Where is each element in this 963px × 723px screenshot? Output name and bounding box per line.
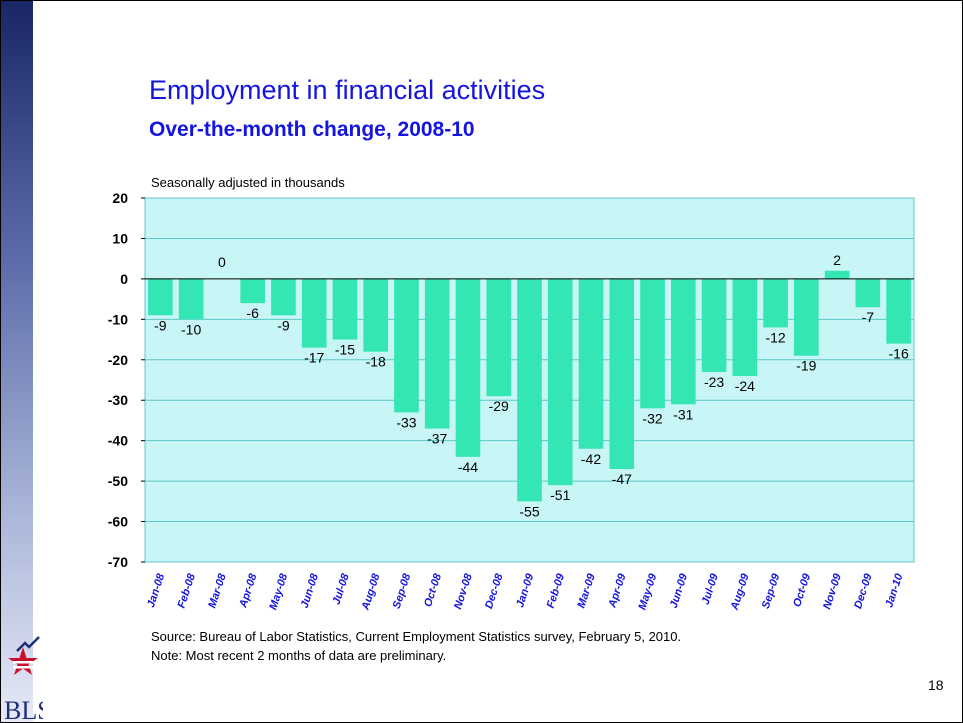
data-label: -51 xyxy=(550,487,570,503)
bar xyxy=(886,278,911,344)
data-label: -9 xyxy=(154,317,167,333)
bar xyxy=(363,278,389,352)
x-tick-label: May-09 xyxy=(636,571,659,611)
data-label: 0 xyxy=(218,254,226,270)
x-tick-label: Jun-09 xyxy=(668,571,691,609)
data-label: -16 xyxy=(889,346,909,362)
preliminary-note: Note: Most recent 2 months of data are p… xyxy=(151,648,447,663)
bar xyxy=(240,278,265,304)
data-label: -19 xyxy=(796,358,816,374)
x-tick-label: Jul-09 xyxy=(700,571,722,606)
data-label: -32 xyxy=(642,410,662,426)
y-tick-label: -30 xyxy=(108,392,128,408)
logo-text: BLS xyxy=(4,696,43,721)
data-label: -24 xyxy=(735,378,755,394)
logo-trend-line xyxy=(16,636,40,652)
slide-title: Employment in financial activities xyxy=(149,75,546,105)
y-tick-label: -70 xyxy=(108,554,128,570)
x-tick-label: Apr-09 xyxy=(606,571,629,610)
x-tick-label: Jan-10 xyxy=(883,571,905,609)
bar xyxy=(824,270,850,279)
x-tick-label: Jul-08 xyxy=(331,571,353,606)
bar xyxy=(301,278,327,348)
x-tick-label: May-08 xyxy=(267,571,290,611)
bar xyxy=(640,278,665,409)
x-tick-label: Jun-08 xyxy=(299,571,322,609)
data-label: -37 xyxy=(427,431,447,447)
x-tick-label: Sep-09 xyxy=(760,571,783,610)
y-tick-label: -40 xyxy=(108,433,128,449)
data-label: -47 xyxy=(612,471,632,487)
bar xyxy=(517,278,542,502)
x-tick-label: Mar-08 xyxy=(206,571,229,609)
y-tick-label: -20 xyxy=(108,352,128,368)
data-label: -44 xyxy=(458,459,478,475)
data-label: -7 xyxy=(862,309,875,325)
x-tick-label: Sep-08 xyxy=(391,571,414,610)
data-label: -55 xyxy=(519,503,539,519)
x-tick-label: Mar-09 xyxy=(576,571,599,609)
bar xyxy=(394,278,419,413)
x-tick-label: Apr-08 xyxy=(237,571,260,610)
bar xyxy=(486,278,512,397)
data-label: -10 xyxy=(181,321,201,337)
y-tick-label: -50 xyxy=(108,473,128,489)
bar xyxy=(855,278,881,308)
x-tick-label: Aug-08 xyxy=(359,571,383,612)
bar xyxy=(732,278,758,376)
data-label: -29 xyxy=(489,398,509,414)
bar xyxy=(332,278,358,340)
x-tick-label: Dec-08 xyxy=(483,571,506,610)
page-number: 18 xyxy=(928,677,944,693)
data-label: -17 xyxy=(304,350,324,366)
bar xyxy=(701,278,727,372)
data-label: -33 xyxy=(396,414,416,430)
data-label: -42 xyxy=(581,451,601,467)
bar xyxy=(763,278,788,328)
data-label: -15 xyxy=(335,342,355,358)
x-tick-label: Dec-09 xyxy=(852,571,875,610)
bar xyxy=(794,278,819,356)
y-tick-label: -10 xyxy=(108,311,128,327)
units-note: Seasonally adjusted in thousands xyxy=(151,175,345,190)
y-tick-label: 10 xyxy=(112,230,128,246)
x-tick-label: Nov-08 xyxy=(452,571,475,610)
data-label: -9 xyxy=(277,317,290,333)
x-tick-label: Nov-09 xyxy=(821,571,844,610)
side-gradient-bar xyxy=(1,1,33,722)
x-tick-label: Oct-08 xyxy=(422,571,444,608)
bls-logo: BLS xyxy=(4,636,43,721)
data-label: -23 xyxy=(704,374,724,390)
bar xyxy=(148,278,173,316)
bar xyxy=(578,278,604,449)
x-tick-label: Aug-09 xyxy=(728,571,752,612)
bar xyxy=(670,278,696,405)
y-tick-label: 0 xyxy=(120,271,128,287)
data-label: 2 xyxy=(833,252,841,268)
bar xyxy=(271,278,296,316)
x-tick-label: Oct-09 xyxy=(791,571,813,608)
y-tick-label: -60 xyxy=(108,514,128,530)
bar xyxy=(178,278,204,320)
source-note: Source: Bureau of Labor Statistics, Curr… xyxy=(151,629,682,644)
x-tick-label: Jan-08 xyxy=(145,571,167,609)
data-label: -6 xyxy=(246,305,259,321)
bar xyxy=(547,278,573,486)
bar xyxy=(609,278,635,469)
x-tick-label: Feb-09 xyxy=(545,571,568,609)
y-tick-label: 20 xyxy=(112,190,128,206)
data-label: -31 xyxy=(673,406,693,422)
bar xyxy=(455,278,481,457)
x-tick-label: Feb-08 xyxy=(176,571,199,609)
bar xyxy=(424,278,450,429)
slide-subtitle: Over-the-month change, 2008-10 xyxy=(149,118,475,141)
data-label: -12 xyxy=(765,329,785,345)
x-tick-label: Jan-09 xyxy=(514,571,536,609)
data-label: -18 xyxy=(366,354,386,370)
